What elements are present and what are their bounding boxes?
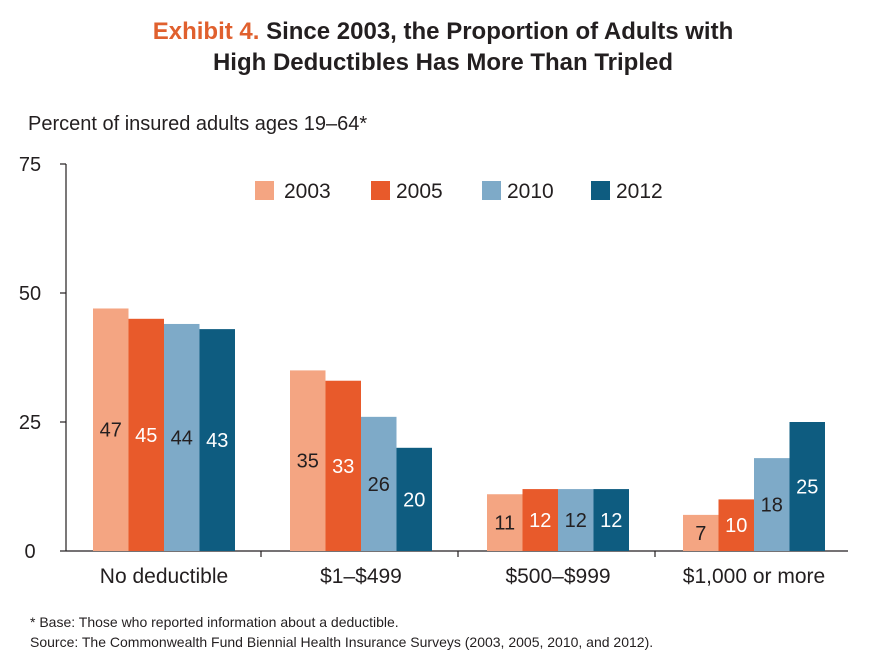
bar-2005 — [128, 318, 164, 551]
legend-swatch-2003 — [255, 181, 274, 200]
data-label: 43 — [206, 430, 228, 452]
data-label: 44 — [171, 427, 193, 449]
bar-2005 — [522, 489, 558, 551]
bar-2003 — [93, 308, 129, 551]
bar-2010 — [754, 458, 790, 551]
bar-2012 — [199, 329, 235, 551]
title-line-1: Exhibit 4. Since 2003, the Proportion of… — [0, 16, 886, 47]
footnote-base: * Base: Those who reported information a… — [30, 614, 399, 630]
data-label: 26 — [368, 474, 390, 496]
x-tick-label: $1–$499 — [320, 565, 402, 588]
footnotes: * Base: Those who reported information a… — [30, 612, 653, 652]
chart-title: Exhibit 4. Since 2003, the Proportion of… — [0, 16, 886, 78]
bar-2003 — [683, 514, 719, 551]
bar-2005 — [325, 380, 361, 551]
y-tick-label: 75 — [19, 154, 41, 176]
legend-label: 2010 — [507, 180, 554, 203]
data-label: 10 — [725, 515, 747, 537]
data-label: 7 — [695, 523, 706, 545]
bar-2005 — [718, 499, 754, 551]
bar-2010 — [164, 323, 200, 551]
data-label: 20 — [403, 489, 425, 511]
data-label: 25 — [796, 477, 818, 499]
legend-label: 2012 — [616, 180, 663, 203]
legend-label: 2005 — [396, 180, 443, 203]
x-tick-label: No deductible — [100, 565, 228, 588]
y-tick-label: 25 — [19, 412, 41, 434]
title-line-2: High Deductibles Has More Than Tripled — [212, 49, 674, 76]
bar-2003 — [290, 370, 326, 551]
y-axis-label: Percent of insured adults ages 19–64* — [28, 113, 368, 135]
x-tick-label: $1,000 or more — [683, 565, 825, 588]
bar-2012 — [396, 447, 432, 551]
bar-2010 — [361, 416, 397, 551]
exhibit-label: Exhibit 4. — [152, 18, 260, 45]
bar-2012 — [593, 489, 629, 551]
data-label: 47 — [100, 420, 122, 442]
bar-2012 — [789, 422, 825, 551]
data-label: 35 — [297, 451, 319, 473]
legend-label: 2003 — [284, 180, 331, 203]
legend-swatch-2012 — [591, 181, 610, 200]
x-tick-label: $500–$999 — [505, 565, 610, 588]
title-text-1: Since 2003, the Proportion of Adults wit… — [266, 18, 734, 45]
y-tick-label: 0 — [24, 541, 35, 563]
data-label: 11 — [494, 513, 515, 535]
legend-swatch-2010 — [482, 181, 501, 200]
legend-swatch-2005 — [371, 181, 390, 200]
data-label: 12 — [529, 510, 551, 532]
bar-2010 — [558, 489, 594, 551]
y-tick-label: 50 — [19, 283, 41, 305]
data-label: 45 — [135, 425, 157, 447]
bar-2003 — [487, 494, 523, 551]
data-label: 18 — [761, 495, 783, 517]
data-label: 33 — [332, 456, 354, 478]
data-label: 12 — [565, 510, 587, 532]
footnote-source: Source: The Commonwealth Fund Biennial H… — [30, 634, 654, 650]
data-label: 12 — [600, 510, 622, 532]
